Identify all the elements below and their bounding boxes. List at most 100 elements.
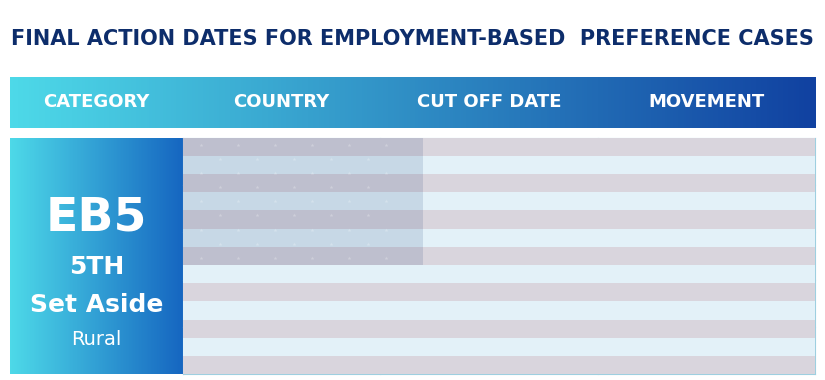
Bar	[174, 138, 175, 374]
Bar	[120, 138, 121, 374]
Bar	[10, 138, 11, 374]
Text: EB5: EB5	[45, 195, 147, 241]
Bar	[673, 77, 676, 128]
Bar	[82, 138, 83, 374]
Bar	[40, 138, 41, 374]
Bar	[30, 138, 31, 374]
Bar	[573, 77, 577, 128]
Bar	[45, 138, 47, 374]
Bar	[74, 138, 75, 374]
Bar	[78, 138, 79, 374]
Bar	[134, 138, 135, 374]
Bar	[152, 138, 153, 374]
Bar	[133, 138, 134, 374]
Bar	[95, 138, 96, 374]
Bar	[603, 77, 606, 128]
Bar	[92, 138, 93, 374]
Bar	[182, 138, 183, 374]
Bar	[152, 77, 156, 128]
Bar	[440, 77, 443, 128]
Bar	[63, 138, 64, 374]
Bar	[33, 138, 34, 374]
Bar	[455, 77, 459, 128]
Bar	[118, 138, 120, 374]
Text: UNCHANGED: UNCHANGED	[657, 249, 757, 263]
Bar	[55, 138, 56, 374]
Bar	[38, 138, 39, 374]
Bar	[177, 138, 178, 374]
Bar	[114, 138, 115, 374]
Bar	[748, 77, 752, 128]
Bar	[171, 77, 174, 128]
Bar	[101, 138, 102, 374]
Text: CUT OFF DATE: CUT OFF DATE	[417, 93, 561, 111]
Bar	[144, 77, 148, 128]
Bar	[238, 77, 242, 128]
Bar	[87, 138, 88, 374]
Bar	[324, 77, 328, 128]
Bar	[606, 77, 609, 128]
Bar	[11, 138, 12, 374]
Bar	[22, 138, 23, 374]
Bar	[461, 77, 464, 128]
Bar	[389, 77, 392, 128]
Bar	[522, 77, 526, 128]
Bar	[18, 138, 20, 374]
Bar	[120, 138, 121, 374]
Bar	[257, 77, 261, 128]
Text: 5TH: 5TH	[68, 255, 124, 279]
Bar	[178, 138, 179, 374]
Bar	[794, 77, 797, 128]
Bar	[597, 77, 601, 128]
Bar	[761, 77, 765, 128]
Bar	[57, 138, 59, 374]
Bar	[80, 138, 82, 374]
Bar	[702, 77, 706, 128]
Bar	[97, 138, 98, 374]
Bar	[783, 77, 786, 128]
Bar	[772, 77, 776, 128]
Bar	[78, 138, 79, 374]
Bar	[178, 138, 179, 374]
Bar	[28, 138, 29, 374]
Bar	[203, 77, 206, 128]
Bar	[61, 77, 64, 128]
Bar	[415, 77, 419, 128]
Bar	[552, 77, 555, 128]
Bar	[670, 77, 674, 128]
Bar	[85, 77, 88, 128]
Bar	[80, 77, 83, 128]
Bar	[791, 77, 794, 128]
Bar	[68, 138, 69, 374]
Bar	[488, 77, 491, 128]
Bar	[64, 138, 66, 374]
Bar	[62, 138, 63, 374]
Bar	[98, 77, 102, 128]
Bar	[123, 77, 126, 128]
Bar	[61, 138, 62, 374]
Bar	[788, 77, 792, 128]
Bar	[614, 77, 617, 128]
Bar	[66, 138, 67, 374]
Bar	[158, 138, 160, 374]
Bar	[145, 138, 147, 374]
Bar	[44, 138, 45, 374]
Bar	[496, 77, 499, 128]
Bar	[654, 77, 658, 128]
Bar	[85, 138, 86, 374]
Bar	[233, 77, 236, 128]
Bar	[541, 77, 544, 128]
Bar	[65, 138, 66, 374]
Bar	[273, 77, 276, 128]
Bar	[652, 77, 655, 128]
Bar	[183, 192, 815, 211]
Bar	[554, 77, 559, 128]
Bar	[26, 77, 30, 128]
Bar	[490, 77, 494, 128]
Bar	[13, 138, 14, 374]
Bar	[109, 138, 111, 374]
Bar	[113, 138, 114, 374]
Bar	[563, 77, 566, 128]
Bar	[180, 138, 181, 374]
Bar	[70, 138, 71, 374]
